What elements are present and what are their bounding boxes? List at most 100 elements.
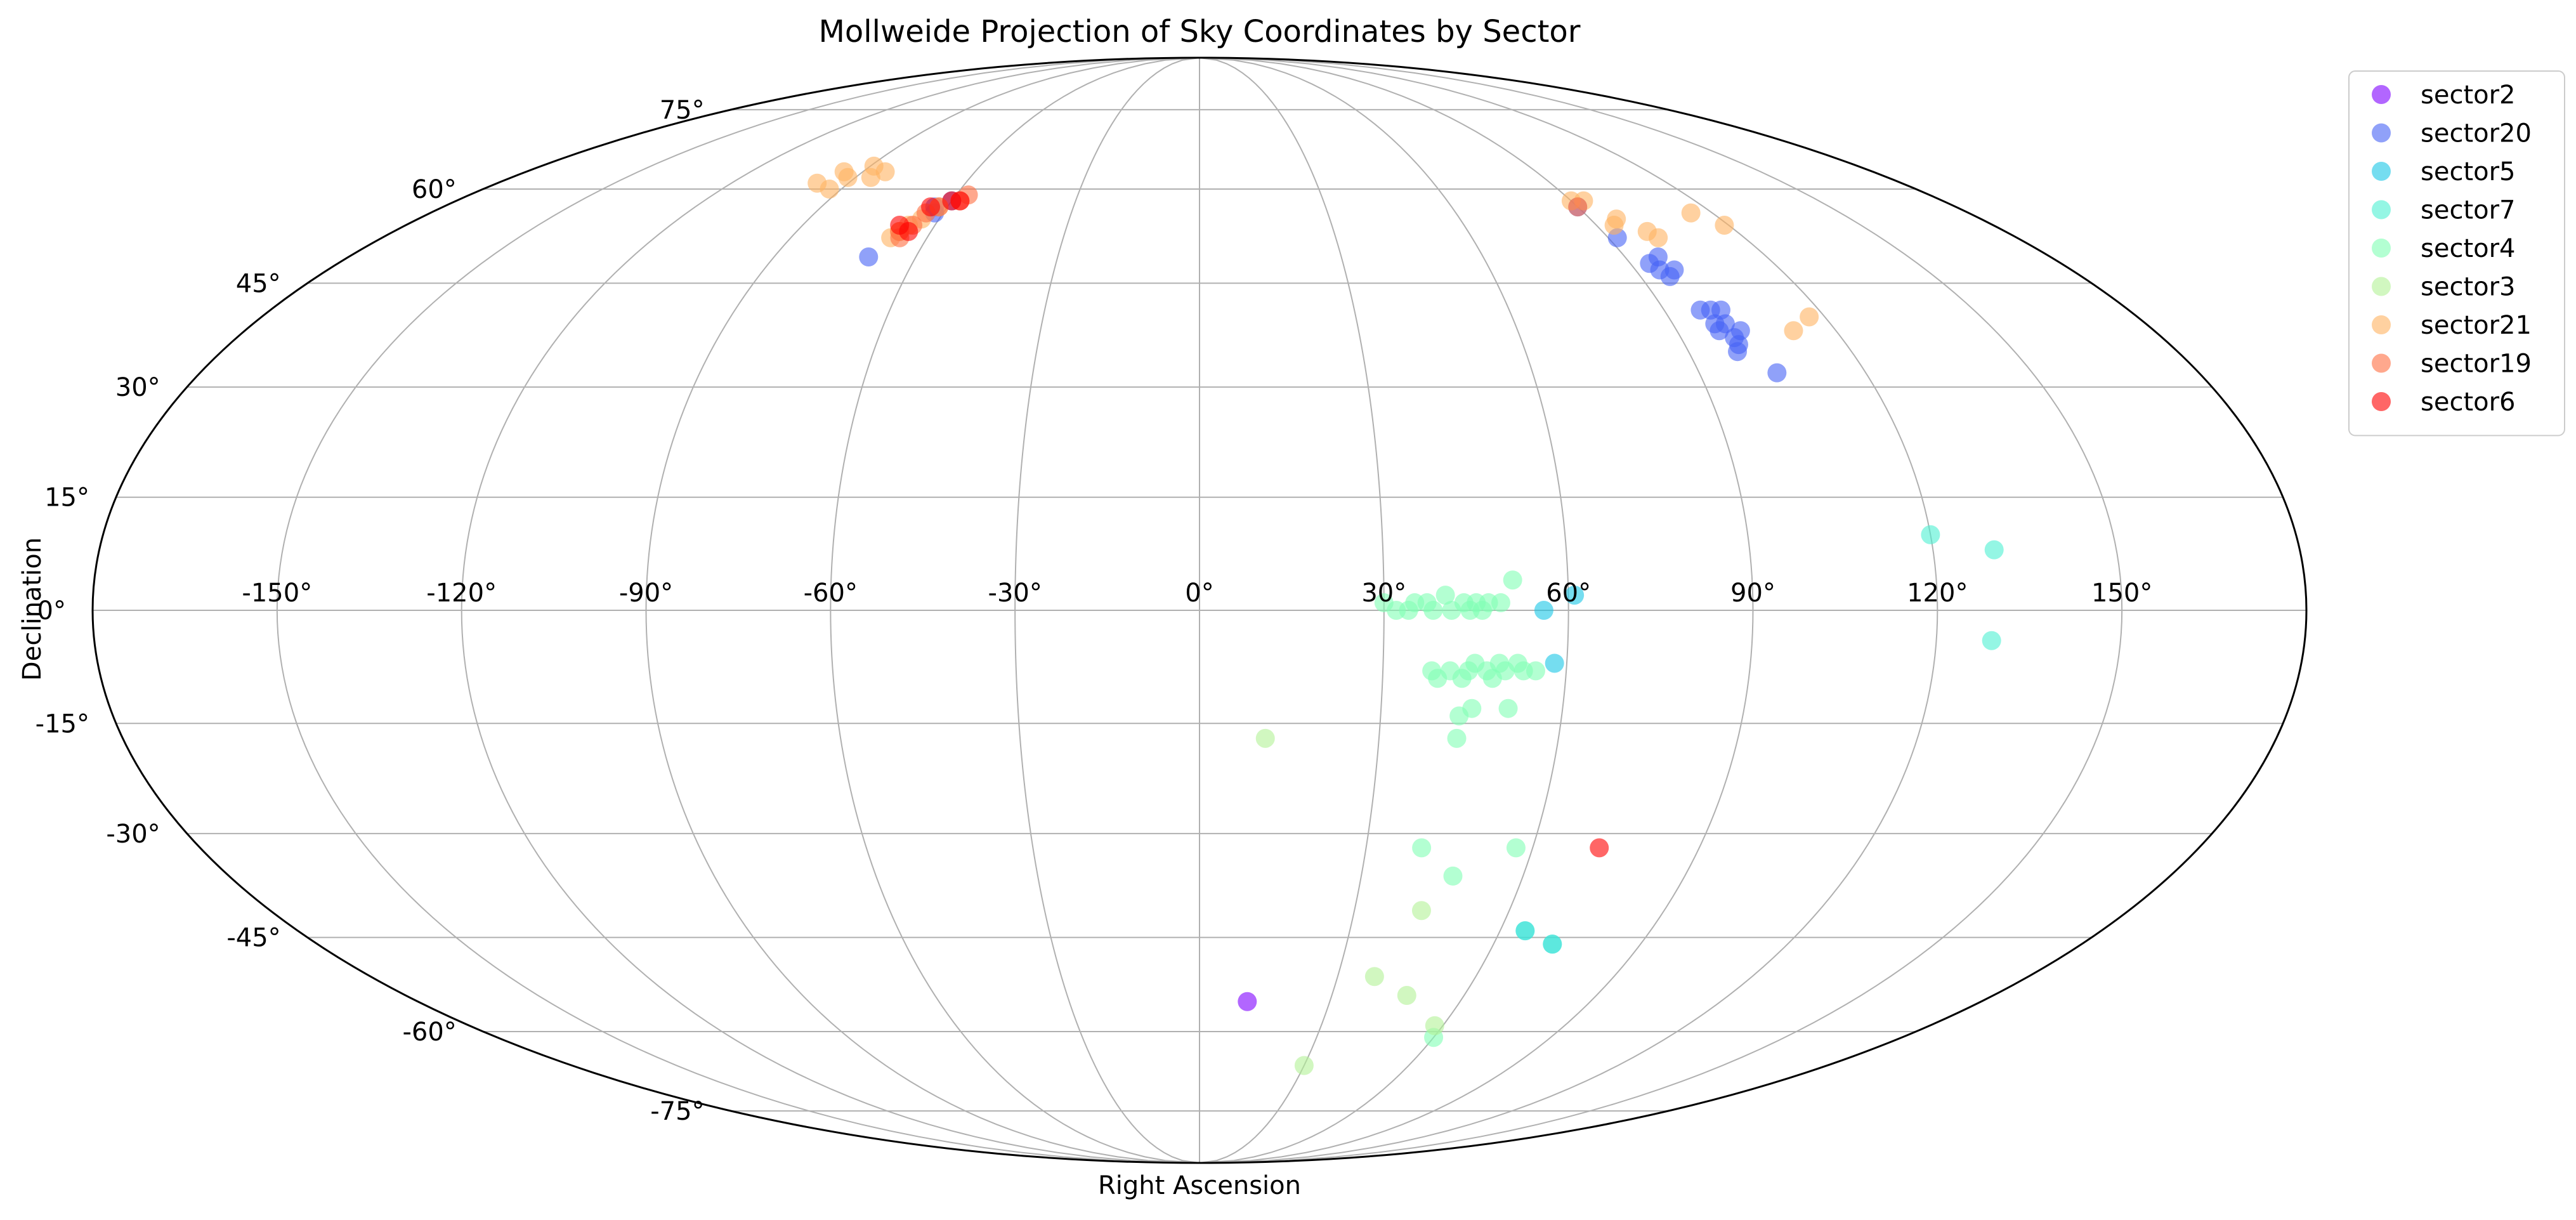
- grid: [93, 57, 2306, 1164]
- legend-label: sector2: [2421, 81, 2516, 110]
- data-point: [899, 221, 919, 241]
- data-point: [1604, 216, 1624, 235]
- data-point: [1491, 593, 1510, 613]
- legend-label: sector19: [2421, 350, 2532, 379]
- legend-label: sector6: [2421, 388, 2516, 417]
- y-tick-label: -75°: [650, 1097, 704, 1126]
- x-tick-label: 90°: [1730, 579, 1775, 608]
- x-tick-label: -60°: [804, 579, 858, 608]
- y-tick-label: 0°: [37, 596, 66, 626]
- x-tick-label: -120°: [426, 579, 497, 608]
- data-point: [1710, 321, 1729, 341]
- x-tick-label: 60°: [1546, 579, 1591, 608]
- series-sector5: [1515, 586, 1585, 954]
- data-point: [1982, 631, 2001, 650]
- legend: sector2 sector20 sector5 sector7 sector4 sect…: [2348, 70, 2565, 436]
- y-tick-label: 30°: [115, 373, 160, 402]
- data-point: [1462, 699, 1482, 718]
- tick-labels: -150° -120° -90° -60° -30° 0° 30° 60° 90° 120° 150…: [36, 96, 2153, 1126]
- y-tick-label: 45°: [236, 269, 281, 298]
- gridline-lon: [1199, 57, 1754, 1164]
- series-sector3: [1255, 728, 1444, 1075]
- legend-label: sector7: [2421, 196, 2516, 225]
- x-tick-label: -30°: [988, 579, 1042, 608]
- legend-marker: [2372, 353, 2391, 373]
- data-point: [1411, 901, 1431, 921]
- legend-marker: [2372, 392, 2391, 411]
- legend-marker: [2372, 162, 2391, 181]
- data-point: [1397, 985, 1416, 1005]
- legend-label: sector3: [2421, 273, 2516, 302]
- x-tick-label: 0°: [1185, 579, 1213, 608]
- data-point: [950, 191, 970, 211]
- series-sector21: [807, 156, 1819, 341]
- x-axis-label: Right Ascension: [1098, 1171, 1301, 1200]
- data-point: [1425, 1016, 1444, 1035]
- data-point: [861, 167, 880, 187]
- gridline-lon: [645, 57, 1200, 1164]
- data-point: [1435, 586, 1455, 605]
- data-point: [1543, 935, 1562, 954]
- y-tick-label: -30°: [106, 820, 160, 849]
- series-sector6: [890, 191, 1609, 858]
- map-boundary: [91, 56, 2308, 1164]
- data-point: [820, 179, 839, 199]
- data-point: [1565, 586, 1585, 605]
- data-point: [1590, 838, 1609, 858]
- gridline-lon: [1014, 57, 1200, 1164]
- series-sector19: [890, 185, 1588, 247]
- data-point: [1294, 1056, 1314, 1075]
- legend-label: sector4: [2421, 234, 2516, 263]
- x-tick-label: -90°: [619, 579, 673, 608]
- data-point: [1681, 203, 1701, 223]
- series-sector2: [1238, 992, 1257, 1011]
- data-point: [1568, 197, 1588, 217]
- data-point: [1238, 992, 1257, 1011]
- legend-box: [2348, 70, 2565, 436]
- gridline-lon: [276, 57, 1200, 1164]
- gridline-lon: [461, 57, 1200, 1164]
- x-tick-label: -150°: [242, 579, 312, 608]
- legend-label: sector20: [2421, 119, 2532, 148]
- y-tick-label: 60°: [412, 175, 457, 204]
- data-point: [1984, 540, 2004, 560]
- y-axis-label: Declination: [18, 537, 47, 681]
- gridline-lon: [1199, 57, 1939, 1164]
- legend-marker: [2372, 315, 2391, 334]
- data-point: [1412, 838, 1432, 858]
- legend-marker: [2372, 239, 2391, 258]
- legend-marker: [2372, 200, 2391, 220]
- gridline-lon: [830, 57, 1200, 1164]
- y-tick-label: -15°: [36, 709, 89, 738]
- y-tick-label: 15°: [44, 483, 89, 513]
- data-point: [1506, 838, 1526, 858]
- data-point: [1443, 866, 1463, 886]
- data-point: [1649, 228, 1668, 247]
- data-point: [859, 247, 879, 266]
- data-point: [1534, 601, 1553, 620]
- y-tick-label: 75°: [660, 96, 705, 125]
- gridline-lon: [1199, 57, 2123, 1164]
- x-tick-label: 30°: [1361, 579, 1406, 608]
- y-tick-label: -60°: [402, 1018, 456, 1047]
- series-sector20: [859, 191, 1787, 383]
- series-sector7: [1515, 525, 2004, 954]
- data-point: [1664, 260, 1684, 280]
- data-point: [1447, 728, 1467, 748]
- data-point: [1800, 307, 1819, 327]
- data-point: [1498, 699, 1518, 718]
- data-point: [1364, 967, 1384, 987]
- data-point: [1784, 321, 1803, 341]
- data-point: [921, 197, 941, 217]
- series-sector4: [1374, 570, 1545, 1047]
- data-point: [1503, 570, 1522, 590]
- legend-marker: [2372, 277, 2391, 296]
- data-point: [1715, 216, 1734, 235]
- chart-title: Mollweide Projection of Sky Coordinates …: [818, 14, 1580, 49]
- data-point: [1526, 661, 1545, 681]
- data-point: [1767, 363, 1787, 383]
- data-points: [807, 156, 2004, 1075]
- data-point: [1711, 300, 1731, 320]
- legend-marker: [2372, 85, 2391, 104]
